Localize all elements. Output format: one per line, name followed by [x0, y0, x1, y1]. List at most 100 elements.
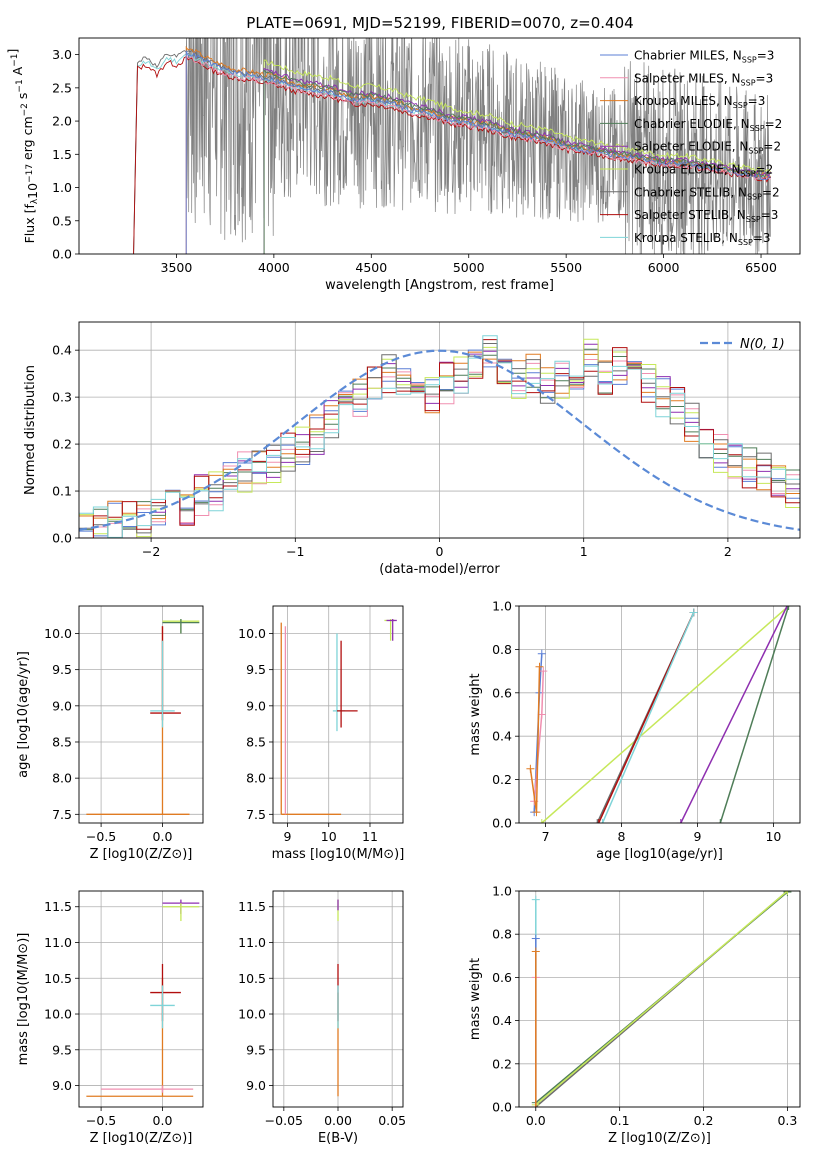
label-part: A	[10, 66, 25, 79]
y-tick-label: 9.5	[52, 662, 72, 677]
plot-area	[531, 891, 792, 1107]
axes-frame	[272, 890, 404, 1108]
legend-text: Chabrier MILES, N	[634, 49, 742, 63]
x-axis-label: wavelength [Angstrom, rest frame]	[325, 278, 554, 293]
panel-weight_vs_age: 7 8 9 10 0.0 0.2 0.4 0.6 0.8 1.0 age [log10(age/yr…	[468, 599, 801, 862]
legend-sub: SSP	[733, 101, 748, 110]
y-tick-label: 3.0	[52, 47, 72, 62]
y-tick-label: 0.4	[52, 343, 72, 358]
y-tick-label: 1.0	[492, 599, 512, 614]
x-tick-label: −1	[286, 544, 304, 559]
x-axis-label: E(B-V)	[318, 1131, 358, 1146]
panel-weight_vs_Z: 0.0 0.1 0.2 0.3 0.0 0.2 0.4 0.6 0.8 1.0 Z [log10(Z…	[468, 884, 801, 1146]
x-tick-label: 4000	[258, 260, 290, 275]
x-tick-label: 3500	[161, 260, 193, 275]
x-tick-label: 10	[321, 829, 337, 844]
y-tick-label: 1.0	[52, 180, 72, 195]
y-tick-label: 10.0	[238, 1007, 266, 1022]
series-line-kroupa_elodie	[541, 606, 790, 823]
y-tick-label: 0.6	[492, 685, 512, 700]
axes-frame	[78, 37, 801, 255]
y-axis-label: mass weight	[468, 673, 483, 755]
y-tick-label: 0.8	[492, 642, 512, 657]
histogram-kroupa_miles	[79, 351, 800, 520]
x-tick-label: 2	[724, 544, 732, 559]
legend-tail: =3	[753, 231, 771, 245]
legend-text: Chabrier STELIB, N	[634, 185, 747, 199]
legend-text: Kroupa STELIB, N	[634, 231, 738, 245]
y-tick-label: 9.0	[52, 698, 72, 713]
legend-text: Salpeter ELODIE, N	[634, 140, 748, 154]
x-tick-label: 0.3	[777, 1113, 797, 1128]
y-tick-label: 2.0	[52, 114, 72, 129]
y-tick-label: 0.0	[52, 531, 72, 546]
model-line-salpeter_elodie	[263, 67, 772, 254]
x-axis-label: age [log10(age/yr)]	[596, 847, 723, 862]
label-part: −17	[25, 164, 35, 183]
panel-age_vs_Z: −0.5 0.0 7.5 8.0 8.5 9.0 9.5 10.0 Z [log10(Z/Z⊙)…	[16, 605, 204, 862]
axes-frame	[518, 605, 801, 824]
y-tick-label: 9.0	[52, 1078, 72, 1093]
legend-sub: SSP	[742, 56, 757, 65]
legend-text: Kroupa MILES, N	[634, 94, 733, 108]
legend-entry: Kroupa ELODIE, NSSP=2	[634, 163, 773, 179]
legend-tail: =2	[763, 140, 781, 154]
x-tick-label: 5500	[550, 260, 582, 275]
y-tick-label: 11.0	[44, 935, 72, 950]
label-part: ]	[5, 49, 20, 54]
x-axis-label: Z [log10(Z/Z⊙)]	[90, 1131, 193, 1146]
plots-layer: 3500 4000 4500 5000 5500 6000 6500 0.0 0.5 1.0 1.5…	[5, 37, 801, 1146]
y-tick-label: 7.5	[246, 807, 266, 822]
x-axis-label: Z [log10(Z/Z⊙)]	[90, 847, 193, 862]
x-tick-label: 0.00	[324, 1113, 352, 1128]
legend-sub: SSP	[741, 78, 756, 87]
y-tick-label: 0.1	[52, 484, 72, 499]
legend-text: Salpeter STELIB, N	[634, 208, 746, 222]
legend-tail: =3	[761, 208, 779, 222]
y-tick-label: 8.5	[52, 734, 72, 749]
y-tick-label: 0.4	[492, 1013, 512, 1028]
normal-curve	[79, 349, 800, 531]
x-tick-label: 6500	[745, 260, 777, 275]
y-tick-label: 10.5	[238, 971, 266, 986]
plot-area	[86, 899, 200, 1097]
x-axis-label: mass [log10(M/M⊙)]	[272, 847, 405, 862]
series-line-kroupa_elodie	[535, 891, 788, 1106]
axes-frame	[272, 605, 404, 824]
plot-area	[133, 38, 772, 254]
x-tick-label: 9	[693, 829, 701, 844]
axes-frame	[78, 890, 204, 1108]
y-tick-label: 0.2	[52, 437, 72, 452]
label-part: −2	[20, 103, 30, 116]
y-tick-label: 11.0	[238, 935, 266, 950]
y-axis-label: Normed distribution	[23, 365, 38, 495]
y-tick-label: 0.2	[492, 1056, 512, 1071]
legend-entry: Kroupa MILES, NSSP=3	[634, 94, 765, 110]
x-tick-label: 5000	[453, 260, 485, 275]
y-tick-label: 0.5	[52, 213, 72, 228]
x-tick-label: 9	[283, 829, 291, 844]
y-tick-label: 9.5	[246, 1042, 266, 1057]
x-tick-label: −2	[142, 544, 160, 559]
model-line-kroupa_miles	[185, 45, 772, 254]
legend-entry: N(0, 1)	[740, 337, 785, 352]
y-tick-label: 1.5	[52, 147, 72, 162]
legend-sub: SSP	[746, 215, 761, 224]
y-tick-label: 9.0	[246, 1078, 266, 1093]
y-axis-label: mass weight	[468, 958, 483, 1040]
legend-entry: Chabrier MILES, NSSP=3	[634, 49, 774, 65]
panel-mass_vs_EBV: −0.05 0.00 0.05 9.0 9.5 10.0 10.5 11.0 11.5 E(B-V…	[238, 890, 406, 1146]
y-tick-label: 7.5	[52, 807, 72, 822]
legend-sub: SSP	[747, 192, 762, 201]
y-tick-label: 10.0	[44, 626, 72, 641]
data-spectrum-line	[185, 38, 771, 254]
histogram-chabrier_stelib	[79, 343, 800, 538]
axes-frame	[78, 321, 801, 539]
label-part: Flux [f	[22, 204, 37, 244]
y-tick-label: 8.0	[52, 771, 72, 786]
y-axis-label: age [log10(age/yr)]	[16, 651, 31, 778]
y-tick-label: 9.0	[246, 698, 266, 713]
y-tick-label: 11.5	[238, 899, 266, 914]
legend-tail: =3	[748, 94, 766, 108]
